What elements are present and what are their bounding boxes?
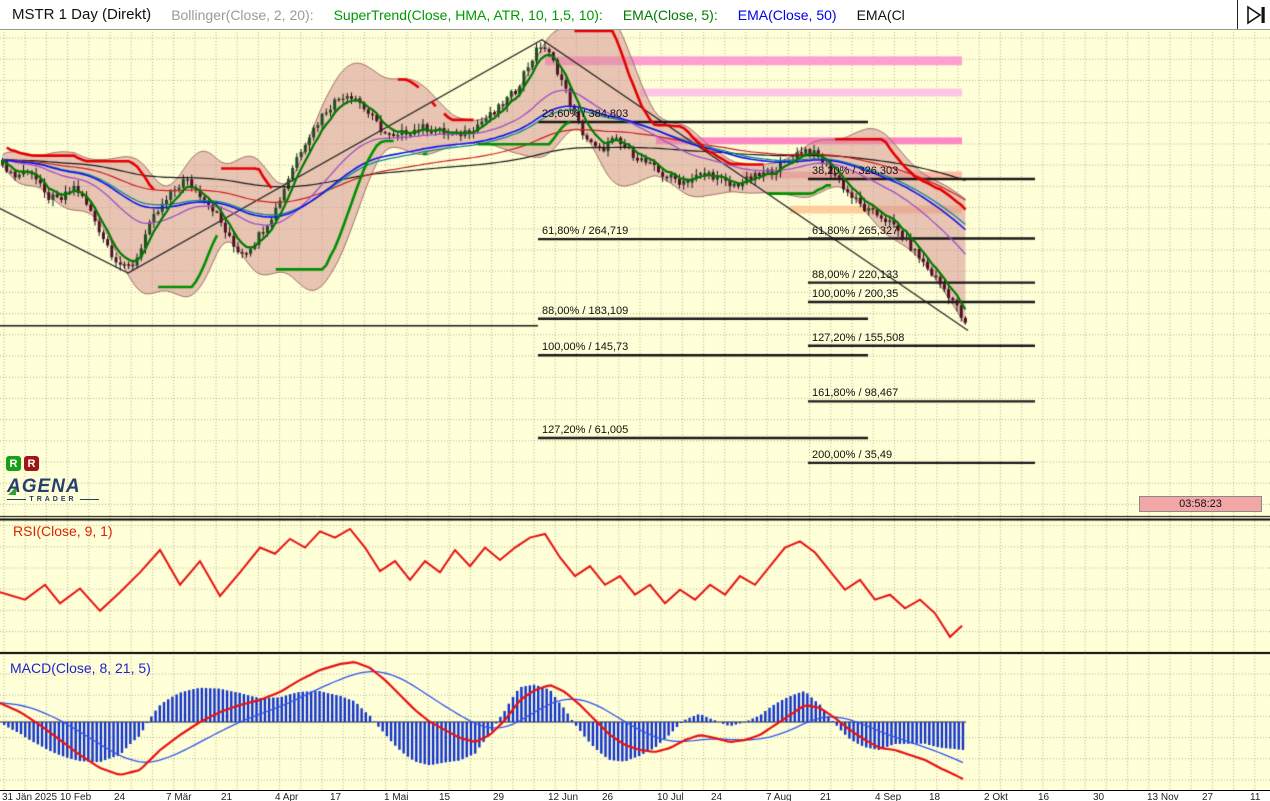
fib-level-label[interactable]: 23,60% / 384,803 [542, 107, 629, 120]
axis-date-label: 2 Okt [984, 792, 1008, 801]
axis-date-label: 7 Mär [166, 792, 192, 801]
axis-date-label: 21 [820, 792, 832, 801]
axis-date-label: 21 [221, 792, 233, 801]
axis-date-label: 16 [1038, 792, 1050, 801]
axis-date-label: 13 Nov [1147, 792, 1179, 801]
axis-date-label: 4 Apr [275, 792, 299, 801]
axis-date-label: 24 [711, 792, 723, 801]
axis-date-label: 17 [330, 792, 342, 801]
indicator-label-supertrend[interactable]: SuperTrend(Close, HMA, ATR, 10, 1,5, 10)… [333, 6, 603, 23]
indicator-label-ema5[interactable]: EMA(Close, 5): [622, 6, 718, 23]
macd-label[interactable]: MACD(Close, 8, 21, 5) [10, 660, 151, 676]
fib-level-label[interactable]: 127,20% / 155,508 [812, 331, 905, 344]
axis-date-label: 12 Jun [548, 792, 579, 801]
step-forward-button[interactable] [1237, 0, 1270, 29]
axis-date-label: 27 [1202, 792, 1214, 801]
axis-date-label: 29 [493, 792, 505, 801]
fib-level-label[interactable]: 161,80% / 98,467 [812, 387, 899, 400]
axis-date-label: 26 [602, 792, 614, 801]
fib-level-label[interactable]: 38,20% / 326,303 [812, 165, 899, 178]
realtime-icon-red[interactable]: R [24, 456, 39, 471]
agenatrader-logo: AGENA TRADER [7, 477, 99, 503]
axis-date-label: 1 Mai [384, 792, 409, 801]
fib-level-label[interactable]: 100,00% / 145,73 [542, 341, 629, 354]
realtime-icon-green[interactable]: R [6, 456, 21, 471]
indicator-label-bollinger[interactable]: Bollinger(Close, 2, 20): [171, 6, 314, 23]
axis-date-label: 10 Jul [657, 792, 684, 801]
logo-brand-text: AGENA [7, 476, 81, 497]
logo-sub-text: TRADER [7, 496, 99, 503]
time-axis[interactable]: 31 Jän 2025 10 Feb 24 7 Mär 21 4 Apr 17 1 Mai 15… [0, 790, 1270, 801]
axis-date-label: 11 [1250, 792, 1261, 801]
fib-level-label[interactable]: 200,00% / 35,49 [812, 448, 893, 461]
bar-countdown-timer: 03:58:23 [1139, 496, 1262, 512]
rsi-label[interactable]: RSI(Close, 9, 1) [13, 523, 113, 539]
axis-date-label: 4 Sep [875, 792, 902, 801]
indicator-label-ema-clipped[interactable]: EMA(Cl [856, 6, 905, 23]
axis-date-label: 10 Feb [60, 792, 92, 801]
chart-status-icons: R R [6, 456, 39, 471]
fib-level-label[interactable]: 61,80% / 264,719 [542, 225, 629, 238]
axis-date-label: 30 [1093, 792, 1105, 801]
fib-level-label[interactable]: 88,00% / 220,133 [812, 268, 899, 281]
chart-title[interactable]: MSTR 1 Day (Direkt) [12, 6, 152, 23]
fib-level-label[interactable]: 100,00% / 200,35 [812, 287, 899, 300]
axis-date-label: 7 Aug [766, 792, 792, 801]
logo-green-triangle [8, 487, 16, 495]
fib-level-label[interactable]: 127,20% / 61,005 [542, 423, 629, 436]
axis-date-label: 24 [114, 792, 126, 801]
axis-date-label: 31 Jän 2025 [2, 792, 58, 801]
indicator-label-ema50[interactable]: EMA(Close, 50) [737, 6, 837, 23]
play-step-icon [1247, 5, 1265, 24]
chart-header-bar: MSTR 1 Day (Direkt) Bollinger(Close, 2, … [0, 0, 1270, 30]
fib-level-label[interactable]: 88,00% / 183,109 [542, 304, 629, 317]
fib-level-label[interactable]: 61,80% / 265,327 [812, 224, 899, 237]
axis-date-label: 18 [929, 792, 941, 801]
axis-date-label: 15 [439, 792, 451, 801]
